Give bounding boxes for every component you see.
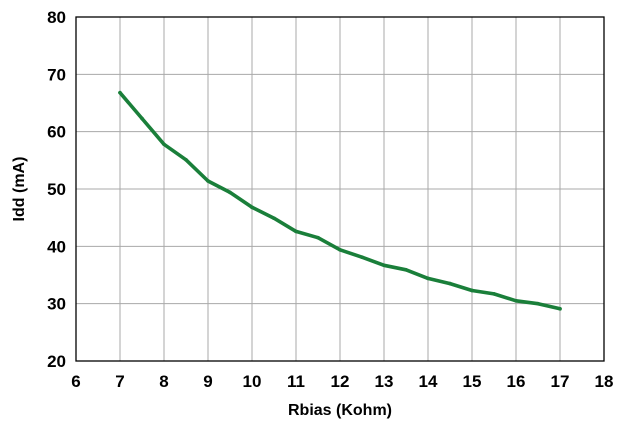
y-tick-label: 50 [47,180,66,199]
plot-frame [75,16,605,362]
data-point [294,229,298,234]
data-point [360,255,364,260]
x-tick-label: 8 [159,372,168,391]
x-axis-ticks: 6 7 8 9 10 11 12 13 14 15 16 17 18 [71,372,613,391]
x-tick-label: 9 [203,372,212,391]
y-axis-ticks: 20 30 40 50 60 70 80 [47,8,66,371]
data-point [558,307,562,311]
data-point [338,247,342,252]
y-tick-label: 20 [47,352,66,371]
data-point [162,142,166,147]
x-tick-label: 13 [375,372,394,391]
data-point [492,292,496,296]
x-tick-label: 10 [243,372,262,391]
data-point [536,301,540,306]
x-axis-label: Rbias (Kohm) [288,402,392,419]
data-point [118,90,122,95]
y-tick-label: 30 [47,295,66,314]
data-point [184,157,188,162]
x-tick-label: 16 [507,372,526,391]
x-tick-label: 12 [331,372,350,391]
data-point [404,268,408,272]
y-tick-label: 80 [47,8,66,27]
x-tick-label: 7 [115,372,124,391]
data-point [514,299,518,303]
data-point [470,288,474,293]
y-tick-label: 70 [47,65,66,84]
data-point [250,205,254,210]
y-tick-label: 60 [47,123,66,142]
data-point [228,190,232,195]
x-tick-label: 11 [287,372,305,391]
x-tick-label: 18 [595,372,614,391]
data-point [382,263,386,268]
x-tick-label: 17 [551,372,570,391]
data-point [140,116,144,121]
data-point [206,179,210,183]
y-axis-label: Idd (mA) [11,157,28,222]
data-point [448,281,452,286]
data-point [272,216,276,221]
x-tick-label: 14 [419,372,438,391]
x-tick-label: 6 [71,372,80,391]
grid [76,17,604,361]
x-tick-label: 15 [463,372,482,391]
y-tick-label: 40 [47,237,66,256]
data-point [316,235,320,240]
series-layer [118,90,562,311]
data-point [426,276,430,281]
